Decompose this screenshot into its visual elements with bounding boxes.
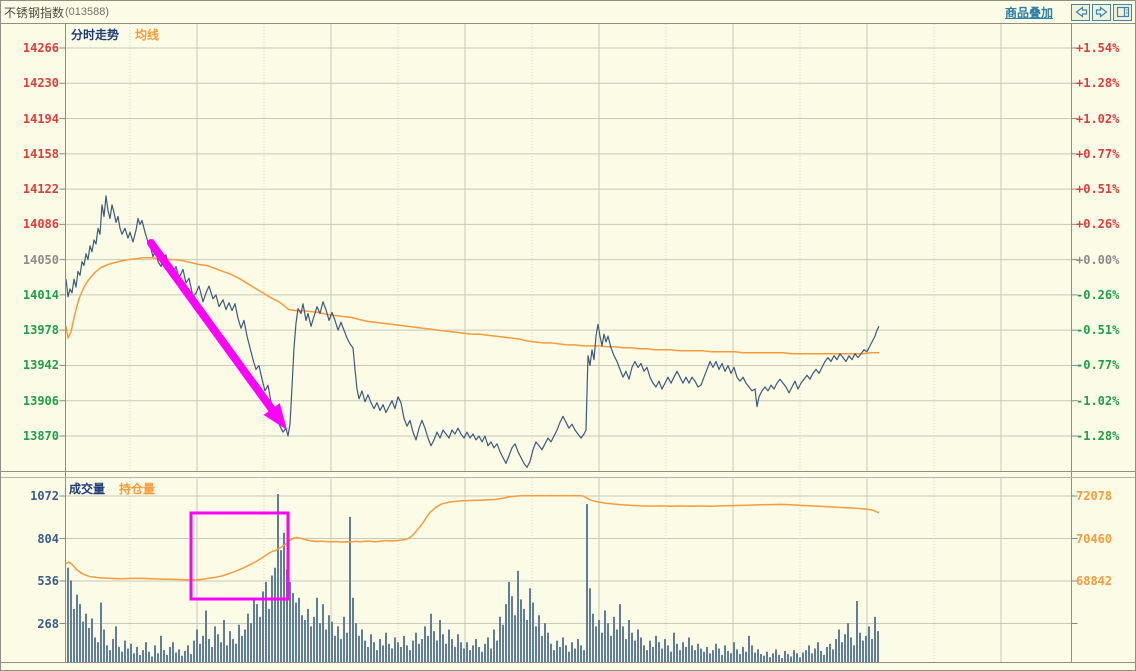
arrow-left-icon bbox=[1075, 6, 1087, 18]
prev-button[interactable] bbox=[1071, 3, 1090, 21]
open-interest-line bbox=[65, 494, 880, 581]
arrow-right-icon bbox=[1095, 6, 1107, 18]
price-line bbox=[65, 195, 880, 468]
volume-label: 成交量 bbox=[69, 482, 106, 496]
gridlines bbox=[66, 24, 1071, 662]
next-button[interactable] bbox=[1092, 3, 1111, 21]
instrument-code: (013588) bbox=[65, 6, 110, 18]
avg-line-label: 均线 bbox=[135, 28, 160, 42]
open-interest-label: 持仓量 bbox=[119, 482, 156, 496]
header-bar: 不锈钢指数 (013588) 商品叠加 bbox=[1, 1, 1135, 23]
main-chart-label: 分时走势 bbox=[71, 28, 120, 42]
instrument-title: 不锈钢指数 bbox=[4, 5, 65, 20]
split-view-button[interactable] bbox=[1113, 3, 1132, 21]
axis-ticks bbox=[59, 47, 1078, 624]
arrow-annotation bbox=[147, 239, 287, 430]
panel-borders bbox=[1, 23, 1135, 663]
box-annotation bbox=[189, 511, 290, 601]
commodity-overlay-link[interactable]: 商品叠加 bbox=[1004, 5, 1053, 20]
avg-line bbox=[65, 256, 879, 355]
split-view-icon bbox=[1116, 6, 1129, 18]
volume-bars bbox=[67, 494, 879, 662]
